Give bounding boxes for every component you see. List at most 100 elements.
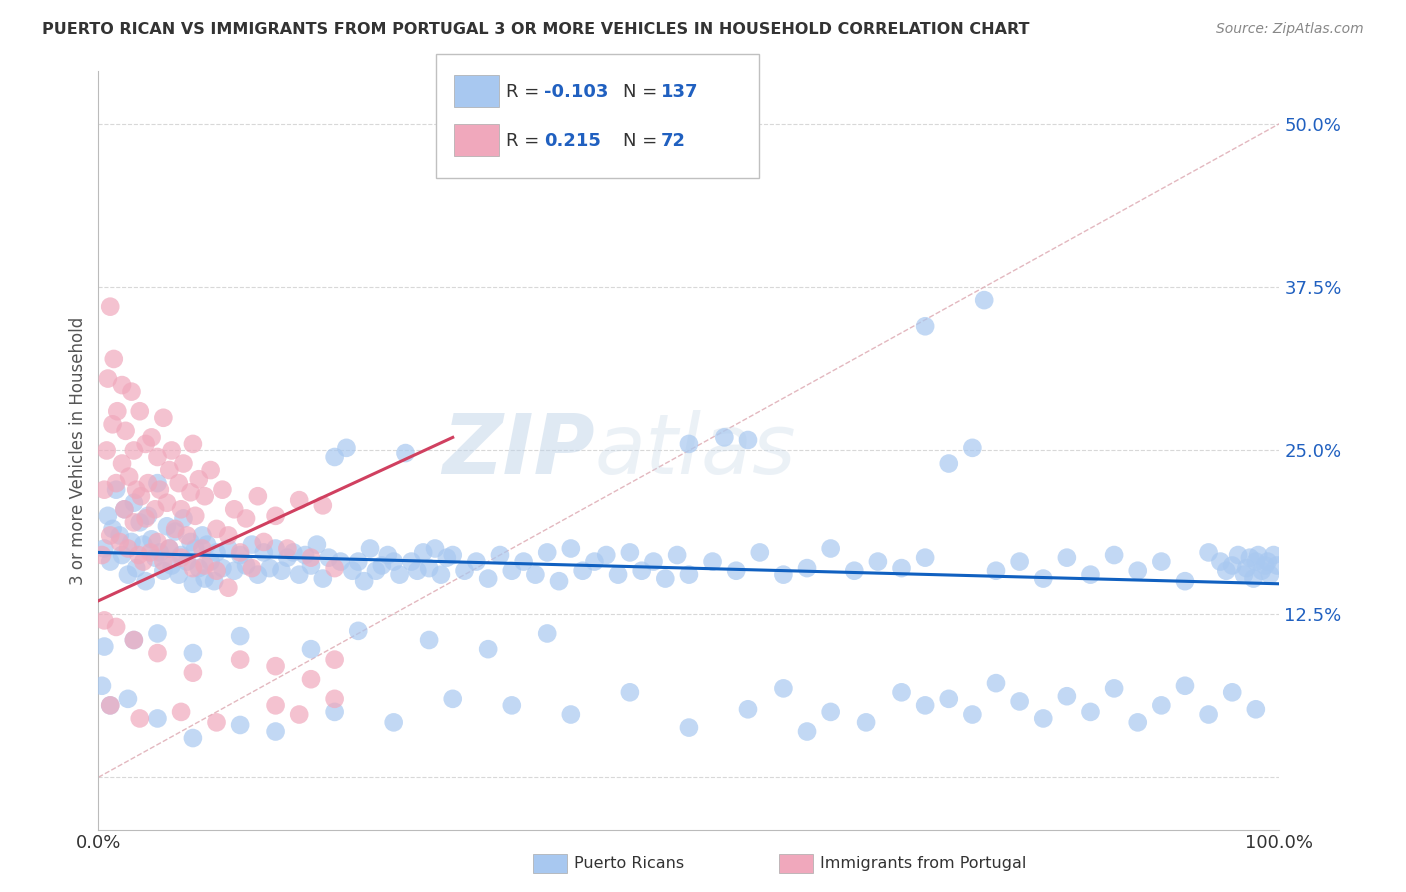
Point <box>93 640 115 654</box>
Point <box>191 528 214 542</box>
Point <box>548 574 571 589</box>
Point <box>132 538 155 552</box>
Point <box>678 437 700 451</box>
Point <box>377 548 399 562</box>
Point <box>170 548 193 562</box>
Point <box>146 646 169 660</box>
Point <box>1234 561 1257 575</box>
Point <box>172 511 194 525</box>
Point <box>962 707 984 722</box>
Point <box>217 528 239 542</box>
Point <box>136 476 159 491</box>
Point <box>112 502 135 516</box>
Point <box>382 555 405 569</box>
Point <box>246 567 269 582</box>
Point <box>418 561 440 575</box>
Point <box>180 485 202 500</box>
Point <box>453 564 475 578</box>
Point <box>97 371 120 385</box>
Point <box>436 550 458 565</box>
Point <box>146 711 169 725</box>
Point <box>1209 555 1232 569</box>
Point <box>323 691 346 706</box>
Point <box>1126 715 1149 730</box>
Point <box>170 502 193 516</box>
Point <box>246 489 269 503</box>
Point <box>181 576 204 591</box>
Point <box>93 541 115 556</box>
Point <box>160 443 183 458</box>
Point <box>1126 564 1149 578</box>
Point <box>1254 558 1277 573</box>
Point <box>1008 555 1031 569</box>
Point <box>105 476 128 491</box>
Point <box>1220 685 1243 699</box>
Point <box>194 558 217 573</box>
Point <box>276 550 298 565</box>
Point <box>101 417 124 432</box>
Point <box>184 541 207 556</box>
Point <box>117 691 139 706</box>
Point <box>180 535 202 549</box>
Point <box>152 410 174 425</box>
Point <box>984 564 1007 578</box>
Point <box>146 476 169 491</box>
Point <box>276 541 298 556</box>
Point <box>560 541 582 556</box>
Point <box>264 659 287 673</box>
Point <box>217 541 239 556</box>
Point <box>264 508 287 523</box>
Point <box>195 538 218 552</box>
Point <box>702 555 724 569</box>
Point <box>323 705 346 719</box>
Point <box>1198 545 1220 559</box>
Point <box>571 564 593 578</box>
Text: Puerto Ricans: Puerto Ricans <box>574 856 683 871</box>
Point <box>342 564 364 578</box>
Point <box>240 561 263 575</box>
Point <box>607 567 630 582</box>
Point <box>312 499 335 513</box>
Point <box>299 672 322 686</box>
Text: R =: R = <box>506 132 546 150</box>
Point <box>165 524 187 539</box>
Point <box>122 496 145 510</box>
Point <box>217 581 239 595</box>
Point <box>98 555 121 569</box>
Point <box>253 535 276 549</box>
Point <box>595 548 617 562</box>
Point <box>678 721 700 735</box>
Point <box>146 450 169 464</box>
Point <box>187 561 209 575</box>
Point <box>211 483 233 497</box>
Point <box>205 522 228 536</box>
Point <box>748 545 770 559</box>
Point <box>855 715 877 730</box>
Point <box>294 548 316 562</box>
Point <box>423 541 446 556</box>
Point <box>105 620 128 634</box>
Text: atlas: atlas <box>595 410 796 491</box>
Point <box>512 555 534 569</box>
Point <box>323 561 346 575</box>
Point <box>128 711 150 725</box>
Point <box>1244 702 1267 716</box>
Point <box>184 508 207 523</box>
Point <box>323 652 346 666</box>
Point <box>157 541 180 556</box>
Point <box>962 441 984 455</box>
Point <box>170 705 193 719</box>
Text: Immigrants from Portugal: Immigrants from Portugal <box>820 856 1026 871</box>
Point <box>270 564 292 578</box>
Y-axis label: 3 or more Vehicles in Household: 3 or more Vehicles in Household <box>69 317 87 584</box>
Point <box>305 538 328 552</box>
Point <box>181 646 204 660</box>
Point <box>890 685 912 699</box>
Point <box>772 567 794 582</box>
Text: N =: N = <box>623 83 662 101</box>
Point <box>98 698 121 713</box>
Point <box>156 496 179 510</box>
Point <box>139 545 162 559</box>
Point <box>288 707 311 722</box>
Point <box>536 545 558 559</box>
